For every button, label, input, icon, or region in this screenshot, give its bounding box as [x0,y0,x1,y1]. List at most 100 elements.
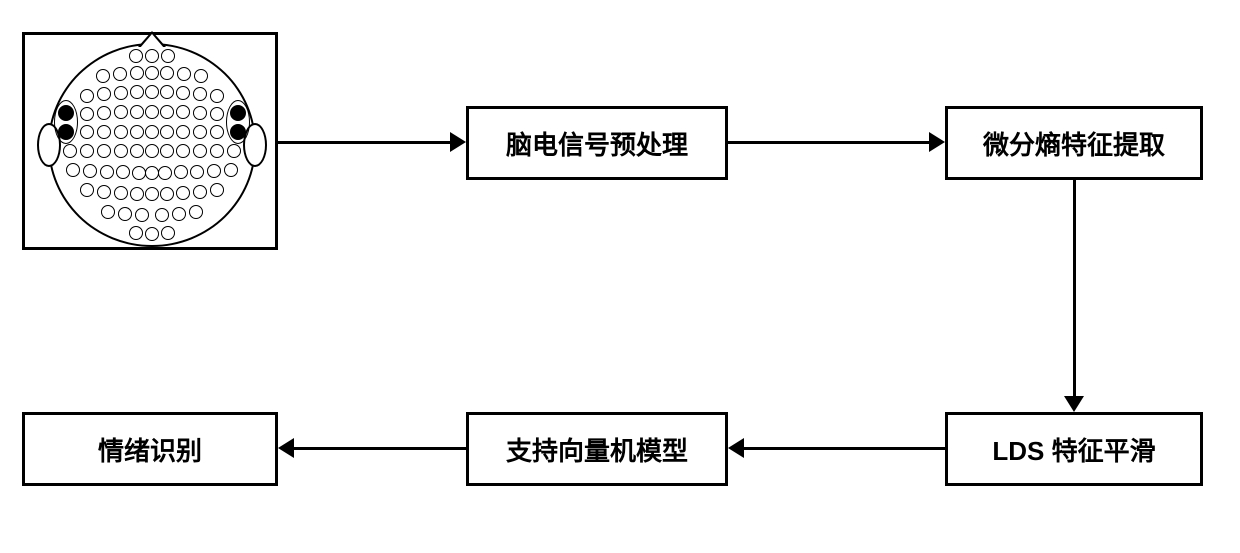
electrode [100,165,114,179]
electrode [114,125,128,139]
electrode [193,125,207,139]
arrowhead [728,438,744,458]
electrode [96,69,110,83]
electrode [207,164,221,178]
electrode [160,66,174,80]
electrode [193,87,207,101]
electrode [114,86,128,100]
electrode [160,125,174,139]
electrode [174,165,188,179]
electrode [63,144,77,158]
electrode [101,205,115,219]
electrode [130,144,144,158]
electrode [227,144,241,158]
electrode-filled [230,124,246,140]
arrow-lds-svm [744,447,945,450]
electrode [83,164,97,178]
electrode [97,87,111,101]
svm-label: 支持向量机模型 [506,431,688,468]
electrode [130,66,144,80]
electrode [135,208,149,222]
electrode [116,165,130,179]
arrowhead [1064,396,1084,412]
electrode [145,166,159,180]
electrode [97,106,111,120]
electrode [145,105,159,119]
electrode [80,183,94,197]
electrode [193,144,207,158]
electrode [145,187,159,201]
electrode-filled [58,124,74,140]
electrode [80,125,94,139]
electrode [160,144,174,158]
electrode [176,186,190,200]
electrode [161,226,175,240]
electrode [176,125,190,139]
arrow-svm-emotion [294,447,466,450]
electrode [194,69,208,83]
electrode [210,125,224,139]
eeg-diagram-box [22,32,278,250]
electrode [145,125,159,139]
electrode [210,107,224,121]
electrode [193,106,207,120]
electrode [130,85,144,99]
preprocess-label: 脑电信号预处理 [506,125,688,162]
electrode [130,125,144,139]
arrow-eeg-preprocess [278,141,450,144]
electrode [66,163,80,177]
electrode [97,185,111,199]
electrode [176,105,190,119]
arrow-de-lds [1073,180,1076,396]
eeg-nose [140,34,164,48]
electrode [118,207,132,221]
electrode [132,166,146,180]
electrode [145,49,159,63]
differential-entropy-box: 微分熵特征提取 [945,106,1203,180]
electrode [158,166,172,180]
electrode [176,86,190,100]
emotion-box: 情绪识别 [22,412,278,486]
electrode [114,144,128,158]
electrode [224,163,238,177]
electrode [145,66,159,80]
arrow-preprocess-de [728,141,929,144]
electrode [97,125,111,139]
electrode [210,144,224,158]
electrode [160,105,174,119]
electrode [193,185,207,199]
electrode [161,49,175,63]
svm-box: 支持向量机模型 [466,412,728,486]
electrode [129,226,143,240]
emotion-label: 情绪识别 [98,431,202,468]
electrode [80,144,94,158]
preprocess-box: 脑电信号预处理 [466,106,728,180]
electrode [155,208,169,222]
electrode [114,186,128,200]
electrode [113,67,127,81]
arrowhead [278,438,294,458]
electrode [160,85,174,99]
electrode [189,205,203,219]
electrode [145,85,159,99]
electrode [172,207,186,221]
electrode [145,227,159,241]
electrode [130,187,144,201]
arrowhead [929,132,945,152]
electrode [210,183,224,197]
electrode [80,107,94,121]
electrode [80,89,94,103]
electrode [190,165,204,179]
differential-entropy-label: 微分熵特征提取 [983,125,1165,162]
electrode [160,187,174,201]
electrode [145,144,159,158]
electrode [114,105,128,119]
lds-box: LDS 特征平滑 [945,412,1203,486]
electrode [177,67,191,81]
lds-label: LDS 特征平滑 [992,431,1155,468]
electrode [130,105,144,119]
electrode [210,89,224,103]
electrode [129,49,143,63]
electrode [176,144,190,158]
electrode [97,144,111,158]
